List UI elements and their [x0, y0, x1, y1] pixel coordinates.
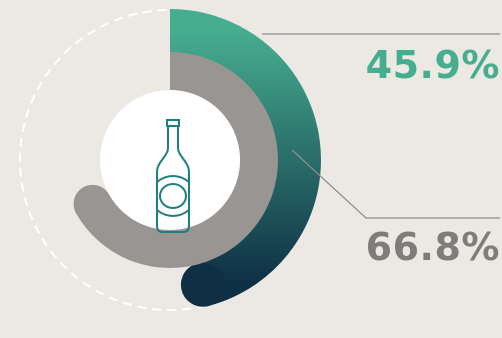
center-circle	[100, 90, 240, 230]
leader-line-inner	[291, 149, 500, 219]
inner-ring-bar	[76, 52, 278, 268]
outer-ring-bar	[169, 9, 321, 307]
beer-bottle-icon	[156, 119, 190, 233]
inner-ring-end-cap	[73, 184, 112, 223]
outer-value-label: 45.9%	[365, 43, 500, 87]
inner-value-label: 66.8%	[365, 225, 500, 269]
outer-ring-end-cap	[180, 262, 225, 307]
